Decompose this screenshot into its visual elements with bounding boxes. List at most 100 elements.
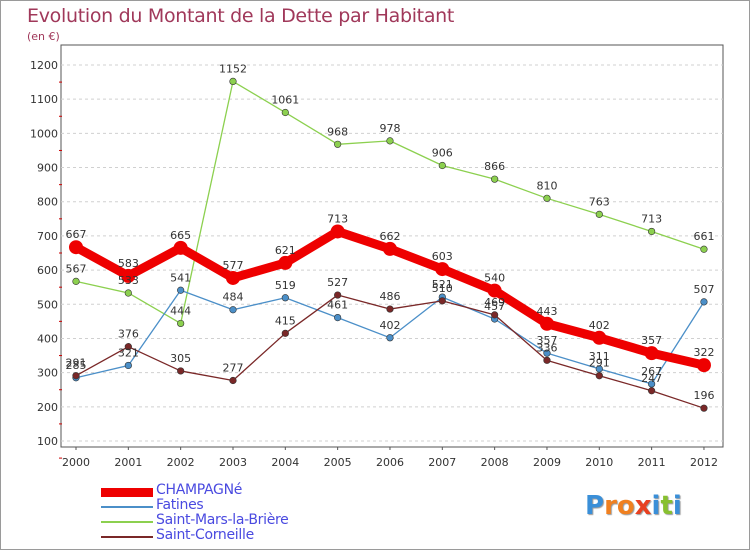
logo-letter: x <box>634 491 652 521</box>
legend-label: CHAMPAGNé <box>156 482 243 498</box>
data-point <box>177 286 185 294</box>
x-tick-label: 2009 <box>533 456 561 469</box>
data-label: 667 <box>66 228 87 241</box>
data-label: 541 <box>170 271 191 284</box>
y-tick-label: 300 <box>37 367 58 380</box>
data-point <box>72 372 80 380</box>
data-label: 713 <box>641 212 662 225</box>
data-label: 866 <box>484 160 505 173</box>
x-tick-label: 2000 <box>62 456 90 469</box>
data-point <box>334 314 342 322</box>
data-label: 357 <box>641 334 662 347</box>
y-tick-label: 900 <box>37 162 58 175</box>
x-tick-label: 2008 <box>481 456 509 469</box>
legend-label: Saint-Corneille <box>156 527 254 543</box>
data-point <box>382 241 397 256</box>
logo-letter: o <box>616 491 635 521</box>
data-label: 577 <box>222 259 243 272</box>
data-label: 415 <box>275 314 296 327</box>
data-label: 810 <box>536 179 557 192</box>
x-tick-label: 2006 <box>376 456 404 469</box>
data-point <box>334 291 342 299</box>
data-point <box>592 330 607 345</box>
x-tick-label: 2004 <box>271 456 299 469</box>
data-point <box>72 277 80 285</box>
x-tick-label: 2005 <box>324 456 352 469</box>
data-label: 322 <box>693 346 714 359</box>
legend-swatch <box>101 487 153 497</box>
data-point <box>648 387 656 395</box>
data-label: 978 <box>379 122 400 135</box>
data-point <box>543 356 551 364</box>
data-label: 469 <box>484 296 505 309</box>
proxiti-logo: Proxiti <box>585 491 682 521</box>
data-label: 277 <box>222 361 243 374</box>
data-point <box>438 161 446 170</box>
data-label: 285 <box>66 359 87 372</box>
data-point <box>177 319 185 328</box>
data-point <box>281 329 289 337</box>
data-point <box>543 194 551 202</box>
x-tick-label: 2011 <box>638 456 666 469</box>
y-tick-label: 1100 <box>30 93 58 106</box>
data-label: 321 <box>118 346 139 359</box>
logo-letter: t <box>660 491 673 521</box>
logo-letter: P <box>585 491 605 521</box>
legend-label: Saint-Mars-la-Brière <box>156 512 289 528</box>
data-point <box>124 343 132 351</box>
y-tick-label: 500 <box>37 298 58 311</box>
data-label: 583 <box>118 257 139 270</box>
series-2 <box>72 77 708 328</box>
data-label: 1061 <box>271 94 299 107</box>
data-point <box>69 240 83 255</box>
data-label: 906 <box>432 146 453 159</box>
data-label: 247 <box>641 372 662 385</box>
data-point <box>229 306 237 314</box>
data-point <box>124 289 132 297</box>
data-label: 443 <box>536 305 557 318</box>
x-tick-label: 2010 <box>585 456 613 469</box>
data-point <box>278 255 293 270</box>
data-label: 357 <box>536 334 557 347</box>
data-label: 484 <box>222 291 243 304</box>
data-label: 527 <box>327 276 348 289</box>
data-label: 521 <box>432 278 453 291</box>
y-tick-label: 1200 <box>30 59 58 72</box>
data-label: 1152 <box>219 62 247 75</box>
data-point <box>386 334 394 342</box>
legend-swatch <box>101 536 153 538</box>
x-tick-label: 2001 <box>114 456 142 469</box>
data-label: 621 <box>275 244 296 257</box>
data-label: 402 <box>379 319 400 332</box>
data-label: 519 <box>275 279 296 292</box>
data-label: 376 <box>118 328 139 341</box>
data-point <box>177 367 185 375</box>
data-label: 540 <box>484 272 505 285</box>
data-label: 763 <box>589 195 610 208</box>
data-point <box>334 140 342 148</box>
data-point <box>700 245 708 253</box>
series-3 <box>72 291 708 412</box>
data-label: 444 <box>170 304 191 317</box>
data-point <box>696 358 711 373</box>
y-tick-label: 200 <box>37 401 58 414</box>
logo-letter: r <box>604 491 617 521</box>
data-label: 968 <box>327 125 348 138</box>
data-point <box>595 372 603 380</box>
y-tick-label: 700 <box>37 230 58 243</box>
data-point <box>281 108 289 117</box>
data-label: 662 <box>379 230 400 243</box>
legend-swatch <box>101 521 153 523</box>
y-tick-label: 400 <box>37 332 58 345</box>
data-label: 533 <box>118 274 139 287</box>
data-point <box>438 297 446 305</box>
data-point <box>435 262 450 277</box>
data-label: 486 <box>379 290 400 303</box>
data-label: 567 <box>66 262 87 275</box>
data-point <box>229 77 237 86</box>
data-label: 603 <box>432 250 453 263</box>
data-point <box>487 283 502 298</box>
data-point <box>648 227 656 236</box>
